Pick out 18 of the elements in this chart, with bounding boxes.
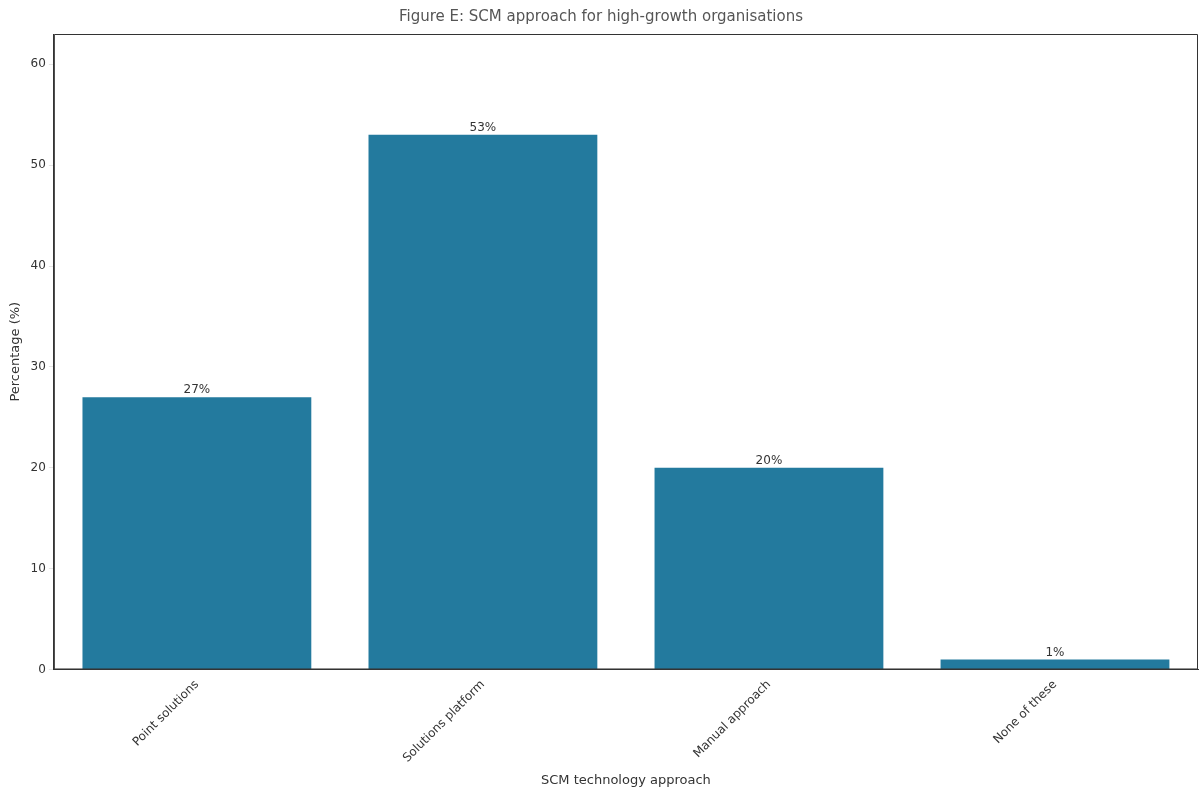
y-tick-label: 0 (38, 661, 46, 676)
data-label: 27% (183, 382, 211, 397)
data-label: 20% (755, 452, 783, 467)
y-tick-label: 30 (30, 358, 46, 373)
bar (654, 467, 884, 669)
y-tick-label: 20 (30, 459, 46, 474)
data-label: 1% (1045, 644, 1065, 659)
bar (368, 134, 598, 669)
y-tick-label: 10 (30, 560, 46, 575)
bar (940, 659, 1170, 669)
y-axis-title: Percentage (%) (7, 301, 23, 402)
x-axis-title: SCM technology approach (541, 771, 711, 787)
chart-title: Figure E: SCM approach for high-growth organisations (398, 6, 804, 25)
data-label: 53% (469, 119, 497, 134)
y-tick-label: 60 (30, 56, 46, 71)
y-tick-label: 40 (30, 258, 46, 273)
y-tick-label: 50 (30, 157, 46, 172)
bar (82, 397, 312, 669)
